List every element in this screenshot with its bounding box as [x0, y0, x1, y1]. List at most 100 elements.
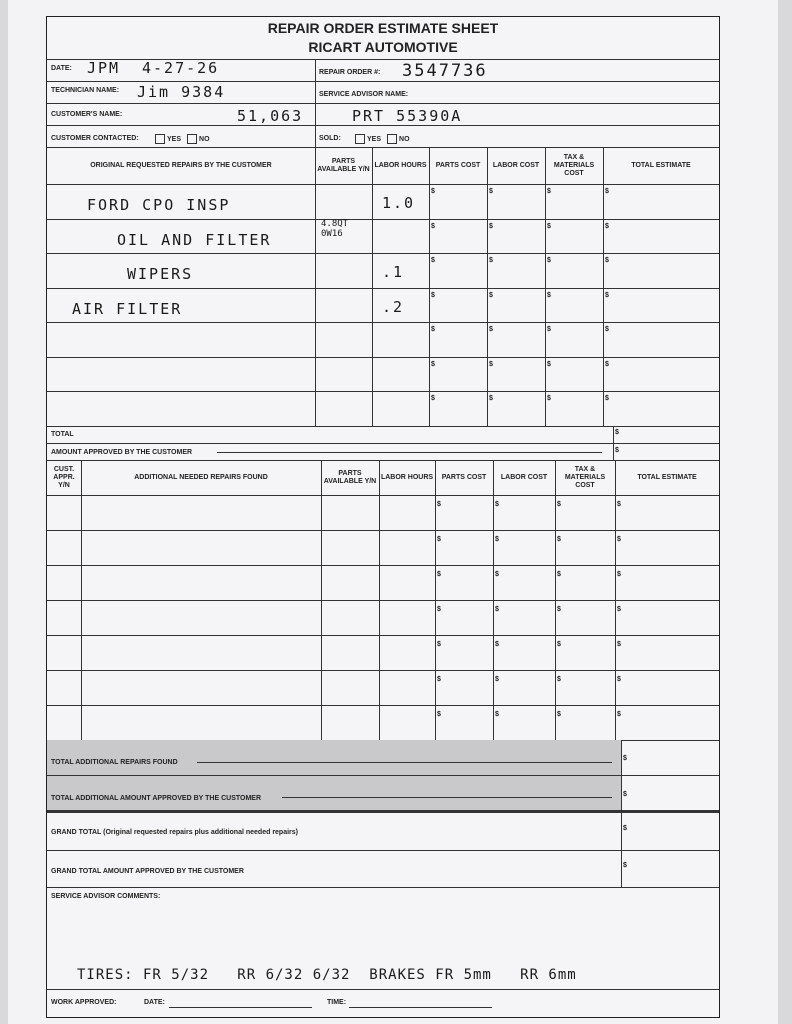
customer-contacted-options: YES NO: [149, 134, 210, 144]
rule-line: [47, 356, 719, 358]
currency-symbol: $: [437, 676, 441, 683]
rule-line: [47, 425, 719, 427]
no-checkbox[interactable]: [387, 134, 398, 144]
table1-row[interactable]: [47, 322, 719, 356]
currency-symbol: $: [437, 571, 441, 578]
currency-symbol: $: [617, 536, 621, 543]
company-name: RICART AUTOMOTIVE: [308, 39, 458, 55]
currency-symbol: $: [489, 395, 493, 402]
work-approved-label: WORK APPROVED:: [51, 999, 117, 1006]
repair-description: OIL AND FILTER: [117, 230, 272, 249]
table1-row[interactable]: [47, 357, 719, 391]
table1-header: PARTS COST: [435, 162, 481, 170]
currency-symbol: $: [605, 395, 609, 402]
currency-symbol: $: [617, 571, 621, 578]
rule-line: [47, 81, 719, 82]
comments-value: TIRES: FR 5/32 RR 6/32 6/32 BRAKES FR 5m…: [77, 967, 577, 983]
rule-line: [47, 443, 719, 444]
repair-description: AIR FILTER: [72, 299, 183, 318]
table1-header: LABOR HOURS: [374, 162, 427, 170]
rule-line: [315, 147, 316, 426]
thick-divider: [47, 810, 719, 813]
currency-symbol: $: [547, 326, 551, 333]
currency-symbol: $: [605, 360, 609, 368]
currency-symbol: $: [547, 291, 551, 299]
arrow-line: [197, 762, 612, 763]
currency-symbol: $: [547, 257, 551, 264]
currency-symbol: $: [557, 641, 561, 648]
rule-line: [47, 495, 719, 496]
currency-symbol: $: [557, 571, 561, 578]
yes-checkbox[interactable]: [155, 134, 165, 144]
comments-label: SERVICE ADVISOR COMMENTS:: [51, 893, 161, 900]
rule-line: [169, 1007, 312, 1008]
currency-symbol: $: [431, 222, 435, 230]
no-checkbox[interactable]: [187, 134, 198, 144]
rule-line: [47, 775, 719, 776]
currency-symbol: $: [557, 676, 561, 683]
repair-description: WIPERS: [127, 265, 194, 283]
currency-symbol: $: [623, 755, 627, 762]
currency-symbol: $: [605, 326, 609, 333]
technician-label: TECHNICIAN NAME:: [51, 87, 120, 94]
rule-line: [47, 253, 719, 254]
table1-row[interactable]: [47, 391, 719, 425]
currency-symbol: $: [605, 257, 609, 264]
repair-order-label: REPAIR ORDER #:: [319, 69, 381, 76]
currency-symbol: $: [489, 222, 493, 230]
no-label: NO: [199, 135, 210, 143]
rule-line: [493, 460, 494, 740]
table2-header: PARTS AVAILABLE Y/N: [323, 470, 377, 485]
table1-header: PARTS AVAILABLE Y/N: [317, 158, 370, 173]
no-label: NO: [399, 135, 410, 143]
currency-symbol: $: [437, 606, 441, 613]
rule-line: [47, 218, 719, 220]
rule-line: [47, 635, 719, 636]
rule-line: [47, 670, 719, 671]
parts-available: 4.8QT 0W16: [321, 218, 349, 239]
table2-header: LABOR HOURS: [380, 474, 434, 482]
currency-symbol: $: [495, 641, 499, 648]
customer-contacted-label: CUSTOMER CONTACTED:: [51, 135, 139, 142]
currency-symbol: $: [557, 711, 561, 718]
rule-line: [47, 322, 719, 323]
table2-header: TOTAL ESTIMATE: [637, 474, 697, 482]
currency-symbol: $: [615, 429, 619, 436]
rule-line: [613, 426, 614, 460]
currency-symbol: $: [437, 641, 441, 648]
form-title: REPAIR ORDER ESTIMATE SHEET: [267, 20, 499, 36]
currency-symbol: $: [547, 222, 551, 230]
customer-value-2: PRT 55390A: [352, 107, 463, 125]
labor-hours: .2: [382, 297, 405, 316]
rule-line: [47, 460, 719, 461]
labor-hours: .1: [382, 263, 405, 281]
rule-line: [372, 147, 373, 426]
currency-symbol: $: [437, 501, 441, 508]
rule-line: [603, 147, 604, 426]
table2-header: ADDITIONAL NEEDED REPAIRS FOUND: [134, 474, 268, 482]
table1-header: ORIGINAL REQUESTED REPAIRS BY THE CUSTOM…: [90, 162, 272, 170]
currency-symbol: $: [431, 188, 435, 195]
currency-symbol: $: [547, 188, 551, 195]
rule-line: [615, 460, 616, 740]
currency-symbol: $: [623, 825, 627, 832]
currency-symbol: $: [547, 360, 551, 368]
table1-header: TAX & MATERIALS COST: [553, 154, 595, 177]
total-label: TOTAL: [51, 431, 74, 438]
rule-line: [47, 59, 719, 60]
currency-symbol: $: [623, 791, 627, 798]
rule-line: [47, 989, 719, 990]
yes-checkbox[interactable]: [355, 134, 365, 144]
customer-value: 51,063: [237, 107, 304, 125]
currency-symbol: $: [437, 711, 441, 718]
currency-symbol: $: [617, 606, 621, 613]
time-label: TIME:: [327, 999, 347, 1006]
currency-symbol: $: [605, 291, 609, 299]
currency-symbol: $: [431, 291, 435, 299]
rule-line: [379, 460, 380, 740]
rule-line: [47, 125, 719, 126]
currency-symbol: $: [489, 326, 493, 333]
rule-line: [321, 460, 322, 740]
currency-symbol: $: [489, 291, 493, 299]
date-initials: JPM: [87, 59, 121, 77]
